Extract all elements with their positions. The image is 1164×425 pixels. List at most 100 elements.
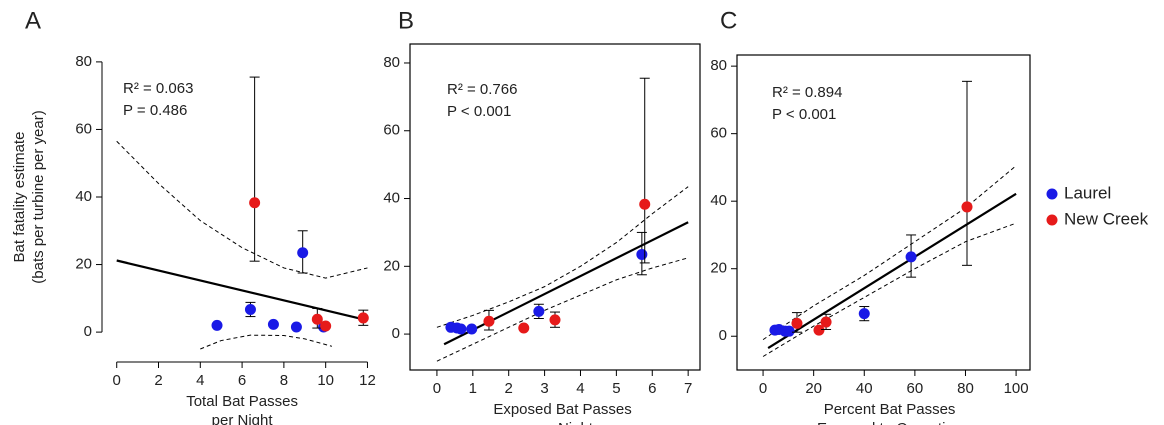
- data-point: [533, 305, 545, 317]
- data-point: [466, 323, 478, 335]
- x-tick-label: 6: [238, 372, 246, 389]
- y-tick-label: 60: [710, 125, 727, 142]
- x-tick-label: 20: [805, 380, 822, 397]
- data-point: [783, 325, 795, 337]
- stat-annotation: R² = 0.894: [772, 84, 842, 101]
- x-tick-label: 3: [540, 380, 548, 397]
- y-tick-label: 40: [710, 192, 727, 209]
- stat-annotation: R² = 0.063: [123, 80, 193, 97]
- regression-line: [767, 192, 1017, 349]
- y-tick-label: 0: [719, 327, 727, 344]
- panel-label: C: [720, 7, 737, 34]
- x-tick-label: 5: [612, 380, 620, 397]
- x-axis-title: Exposed to Operation: [817, 420, 962, 425]
- data-point: [549, 314, 561, 326]
- y-tick-label: 0: [392, 325, 400, 342]
- y-tick-label: 20: [710, 260, 727, 277]
- stat-annotation: P < 0.001: [447, 103, 511, 120]
- data-point: [518, 322, 530, 334]
- data-point: [244, 303, 256, 315]
- x-tick-label: 12: [359, 372, 376, 389]
- x-tick-label: 4: [576, 380, 584, 397]
- data-point: [290, 321, 302, 333]
- plot-frame: [736, 54, 1031, 371]
- regression-line: [443, 221, 689, 346]
- y-tick-label: 60: [383, 122, 400, 139]
- x-tick-label: 40: [856, 380, 873, 397]
- x-tick-label: 80: [957, 380, 974, 397]
- y-tick-label: 20: [75, 256, 92, 273]
- y-tick-label: 60: [75, 120, 92, 137]
- y-tick-label: 20: [383, 257, 400, 274]
- data-point: [791, 317, 803, 329]
- panel-label: B: [398, 7, 414, 34]
- legend-marker: [1046, 188, 1058, 200]
- data-point: [267, 318, 279, 330]
- panel-label: A: [25, 7, 41, 34]
- panel: A 0 2 4 6 8 10 12 0 20 40 60 80 Total Bat Passes per N…: [11, 7, 376, 425]
- error-bar: [639, 77, 650, 264]
- x-tick-label: 2: [154, 372, 162, 389]
- confidence-band-upper: [436, 186, 689, 328]
- x-tick-label: 7: [684, 380, 692, 397]
- confidence-band-lower: [200, 334, 333, 350]
- data-point: [820, 316, 832, 328]
- data-point: [455, 323, 467, 335]
- x-tick-label: 0: [433, 380, 441, 397]
- plot-frame: [409, 43, 701, 371]
- x-tick-label: 100: [1004, 380, 1029, 397]
- data-point: [249, 197, 261, 209]
- x-tick-label: 10: [317, 372, 334, 389]
- legend-marker: [1046, 214, 1058, 226]
- stat-annotation: R² = 0.766: [447, 81, 517, 98]
- y-tick-label: 80: [710, 57, 727, 74]
- y-axis-title: Bat fatality estimate: [11, 132, 28, 263]
- y-axis-title: (bats per turbine per year): [30, 110, 47, 283]
- data-point: [636, 248, 648, 260]
- data-point: [297, 247, 309, 259]
- data-point: [858, 308, 870, 320]
- data-point: [357, 312, 369, 324]
- x-axis-title: per Night: [212, 412, 274, 425]
- confidence-band-upper: [762, 165, 1017, 341]
- x-axis-title: Exposed Bat Passes: [493, 401, 631, 418]
- y-tick-label: 40: [383, 189, 400, 206]
- legend-label: New Creek: [1064, 209, 1149, 228]
- y-tick-label: 80: [383, 54, 400, 71]
- regression-line: [116, 259, 368, 322]
- error-bar: [961, 80, 972, 266]
- x-tick-label: 60: [907, 380, 924, 397]
- y-tick-label: 40: [75, 188, 92, 205]
- confidence-band-upper: [116, 140, 368, 279]
- x-tick-label: 6: [648, 380, 656, 397]
- x-tick-label: 8: [280, 372, 288, 389]
- legend-label: Laurel: [1064, 183, 1111, 202]
- plot-area: [116, 140, 368, 350]
- x-tick-label: 1: [469, 380, 477, 397]
- confidence-band-lower: [762, 222, 1017, 357]
- stat-annotation: P < 0.001: [772, 106, 836, 123]
- y-tick-label: 80: [75, 53, 92, 70]
- panel: B 0 1 2 3 4 5 6 7 0 20 40 60 80 Exposed Bat Passes per …: [383, 7, 701, 425]
- x-axis-title: Total Bat Passes: [186, 393, 298, 410]
- confidence-band-lower: [436, 257, 689, 362]
- data-point: [211, 319, 223, 331]
- plot-area: [762, 165, 1017, 357]
- x-axis-title: per Night: [532, 420, 594, 425]
- x-tick-label: 0: [759, 380, 767, 397]
- x-axis-title: Percent Bat Passes: [824, 401, 956, 418]
- x-tick-label: 0: [113, 372, 121, 389]
- stat-annotation: P = 0.486: [123, 102, 187, 119]
- plot-area: [436, 186, 689, 362]
- x-tick-label: 2: [505, 380, 513, 397]
- error-bar: [249, 76, 260, 262]
- data-point: [905, 251, 917, 263]
- data-point: [311, 313, 323, 325]
- data-point: [639, 198, 651, 210]
- data-point: [961, 201, 973, 213]
- data-point: [483, 315, 495, 327]
- x-tick-label: 4: [196, 372, 204, 389]
